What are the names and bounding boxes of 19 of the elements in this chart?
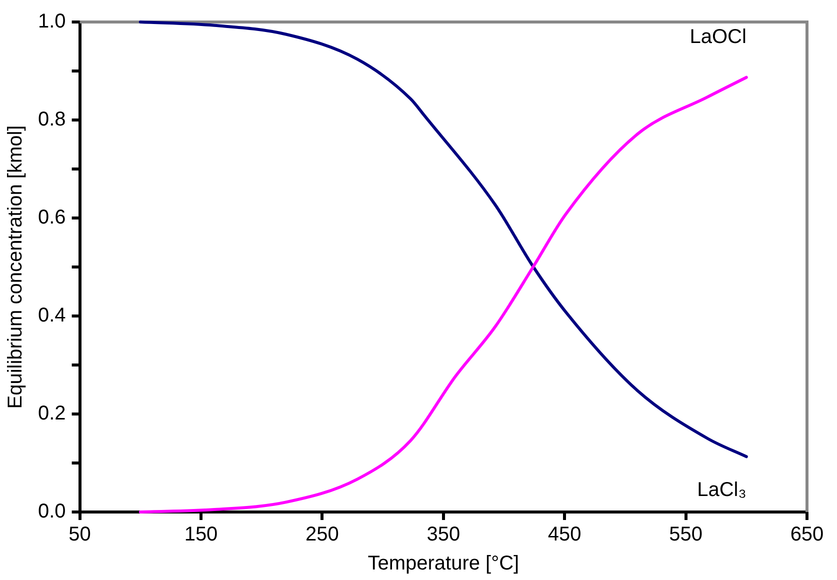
y-tick-label: 0.8	[38, 108, 66, 131]
x-tick-label: 250	[306, 524, 339, 546]
x-tick-label: 150	[184, 524, 218, 546]
series-label: LaCl₃	[697, 479, 746, 502]
x-tick-label: 350	[426, 524, 460, 546]
line-series	[138, 76, 748, 514]
line-series	[138, 20, 748, 458]
x-tick-label: 450	[548, 524, 582, 546]
y-tick-label: 0.4	[38, 304, 66, 327]
y-tick-label: 0.2	[38, 402, 66, 425]
x-tick-label: 50	[68, 524, 91, 546]
x-tick-label: 650	[790, 524, 824, 546]
y-tick-label: 0.6	[38, 206, 66, 229]
y-axis-title: Equilibrium concentration [kmol]	[4, 125, 27, 409]
x-tick-label: 550	[669, 524, 702, 546]
y-tick-label: 1.0	[38, 10, 66, 33]
y-tick-label: 0.0	[38, 500, 66, 523]
x-axis-title: Temperature [°C]	[368, 552, 520, 575]
series-label: LaOCl	[690, 26, 746, 48]
